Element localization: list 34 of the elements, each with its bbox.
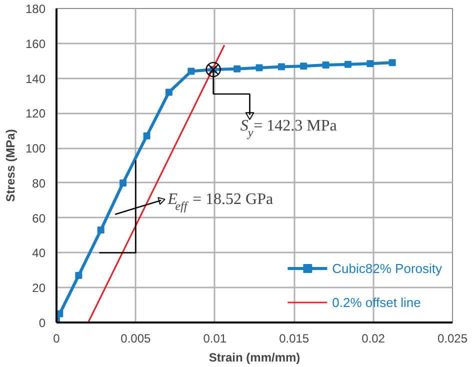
y-axis-title: Stress (MPa) xyxy=(3,129,18,202)
point xyxy=(188,68,195,75)
y-tick-label: 60 xyxy=(32,211,46,226)
point xyxy=(300,62,308,70)
x-tick-label: 0.025 xyxy=(437,332,468,346)
y-tick-label: 0 xyxy=(38,316,46,330)
y-tick-label: 40 xyxy=(32,246,46,260)
x-tick-label: 0.01 xyxy=(203,332,227,346)
point xyxy=(97,226,104,234)
point xyxy=(366,60,374,68)
legend-label: Cubic82% Porosity xyxy=(332,260,442,276)
y-tick-label: 160 xyxy=(25,36,46,51)
point xyxy=(278,63,285,70)
point xyxy=(120,179,127,186)
point xyxy=(322,62,330,69)
point xyxy=(344,60,352,68)
x-tick-label: 0.015 xyxy=(279,332,310,346)
x-tick-label: 0.005 xyxy=(120,332,152,346)
y-tick-label: 100 xyxy=(25,142,46,156)
point xyxy=(165,88,172,96)
y-tick-label: 180 xyxy=(25,2,46,16)
point xyxy=(388,59,396,66)
point xyxy=(143,132,150,140)
x-tick-label: 0 xyxy=(53,332,60,346)
legend-label: 0.2% offset line xyxy=(332,294,421,310)
x-axis-title: Strain (mm/mm) xyxy=(208,350,300,364)
point xyxy=(234,65,241,72)
x-tick-label: 0.02 xyxy=(362,332,386,346)
y-tick-label: 120 xyxy=(25,106,46,121)
y-tick-label: 80 xyxy=(32,176,46,190)
y-tick-label: 140 xyxy=(25,72,46,86)
y-tick-label: 20 xyxy=(32,281,46,296)
point xyxy=(75,272,82,279)
point xyxy=(256,64,263,72)
